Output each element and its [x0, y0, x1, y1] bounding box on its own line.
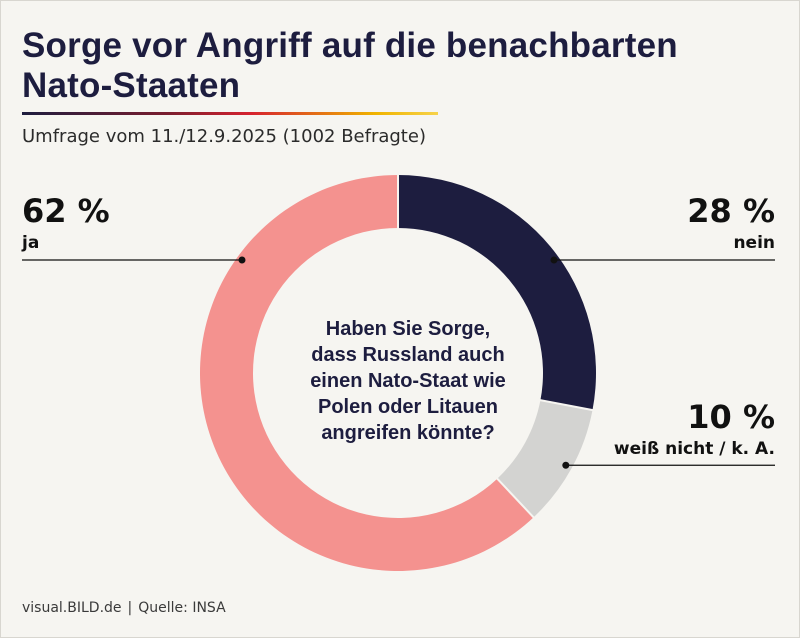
center-question-line: Polen oder Litauen [317, 396, 499, 418]
slice-separator [495, 477, 535, 519]
chart-title: Sorge vor Angriff auf die benachbarten N… [22, 26, 762, 106]
leader-dot [550, 256, 558, 264]
source-site: visual.BILD.de [22, 600, 122, 616]
data-label-category: weiß nicht / k. A. [614, 439, 775, 459]
chart-title-line-2: Nato-Staaten [22, 66, 241, 105]
donut-slice-weiß-nicht-k-a [497, 400, 593, 518]
donut-slice-nein [398, 175, 596, 411]
center-question-line: einen Nato-Staat wie [310, 370, 506, 392]
donut-slice-ja [199, 175, 534, 572]
data-label-value: 62 % [22, 192, 110, 230]
data-label-category: ja [21, 233, 39, 253]
center-question: Haben Sie Sorge, dass Russland auch eine… [296, 316, 520, 446]
leader-dot [238, 256, 246, 264]
data-label-value: 10 % [687, 398, 775, 436]
center-question-line: angreifen könnte? [321, 422, 495, 444]
center-question-line: Haben Sie Sorge, [325, 318, 491, 340]
slice-separator [539, 399, 594, 412]
center-question-line: dass Russland auch [311, 344, 505, 366]
chart-title-line-1: Sorge vor Angriff auf die benachbarten [22, 26, 678, 65]
title-underline [22, 112, 438, 115]
source-credit: Quelle: INSA [138, 600, 226, 616]
data-label-category: nein [733, 233, 775, 253]
source-separator: | [127, 600, 133, 616]
chart-subtitle: Umfrage vom 11./12.9.2025 (1002 Befragte… [22, 126, 426, 147]
source-footer: visual.BILD.de | Quelle: INSA [22, 600, 226, 616]
data-label-value: 28 % [687, 192, 775, 230]
leader-dot [562, 461, 570, 469]
